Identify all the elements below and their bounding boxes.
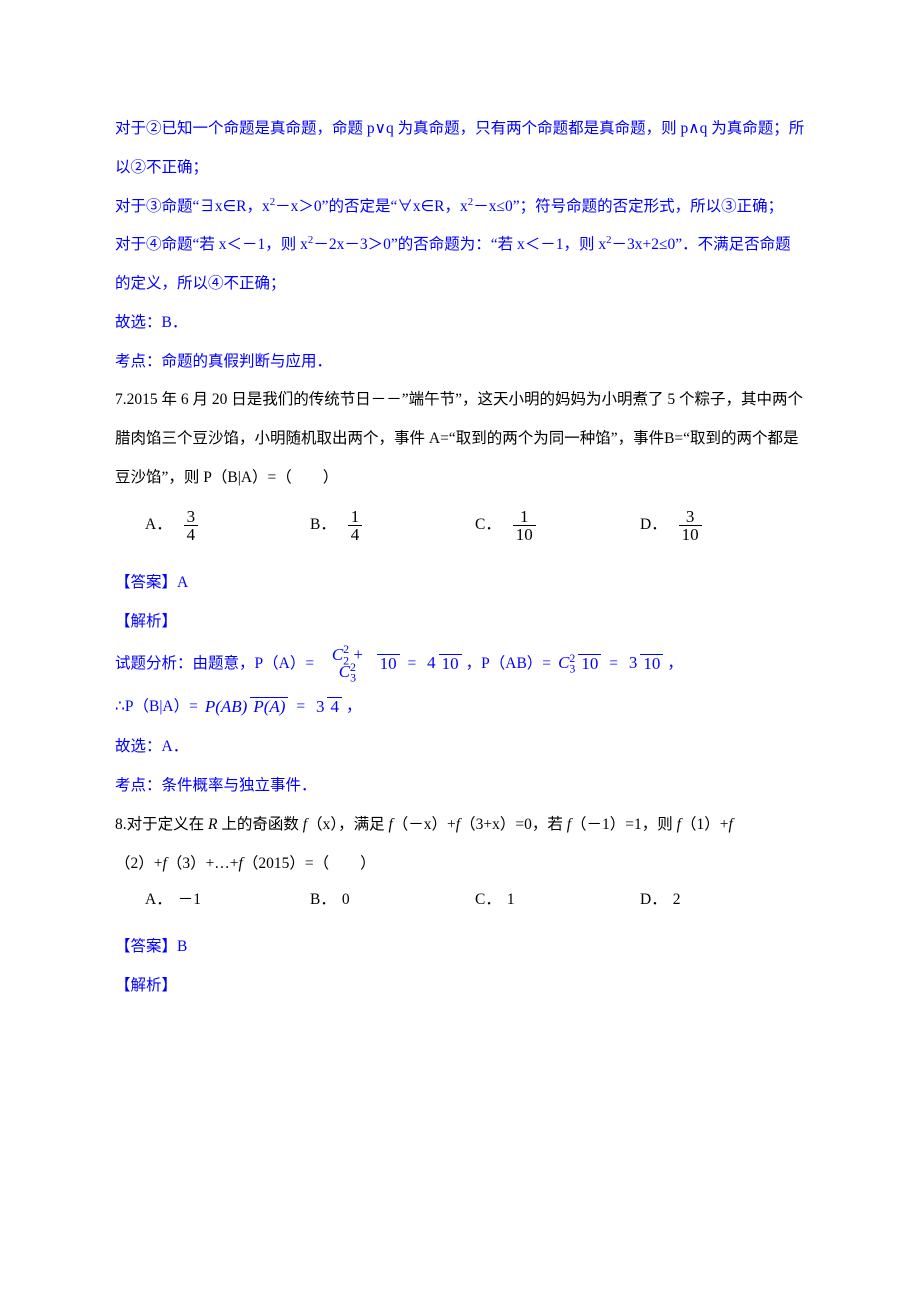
denominator: 4 [184, 525, 199, 544]
text: －x＞0”的否定是“∀x∈R，x [275, 198, 468, 215]
denominator: 10 [679, 525, 702, 544]
text: ， [667, 642, 683, 685]
numerator: C32 [555, 654, 578, 672]
question-8-line2: （2）+f（3）+…+f（2015）=（ ） [115, 845, 805, 884]
text: （3）+…+ [167, 855, 239, 872]
option-label: C． [475, 516, 501, 533]
numerator: 3 [679, 508, 702, 526]
denominator: P(A) [250, 697, 288, 716]
text: ∴P（B|A）= [115, 685, 198, 728]
fraction-pab-val: 3 10 [624, 654, 666, 673]
text: 上的奇函数 [217, 816, 302, 833]
topic: 考点：命题的真假判断与应用． [115, 343, 805, 382]
option-d: D． 2 [640, 891, 805, 910]
text: （x） [307, 816, 338, 833]
text: （－1）=1，则 [571, 816, 677, 833]
numerator: 3 [313, 698, 328, 716]
text: ，满足 [338, 816, 388, 833]
option-label: A． [145, 516, 172, 533]
text: （2）+ [115, 855, 163, 872]
equals: = [605, 642, 622, 685]
paragraph-4: 对于④命题“若 x＜－1，则 x2－2x－3＞0”的否命题为：“若 x＜－1，则… [115, 226, 805, 304]
fraction-pa-val: 4 10 [422, 654, 464, 673]
option-label: A． [145, 891, 172, 908]
page: 对于②已知一个命题是真命题，命题 p∨q 为真命题，只有两个命题都是真命题，则 … [0, 0, 920, 1302]
text: －2x－3＞0”的否命题为：“若 x＜－1，则 x [313, 236, 606, 253]
text: ， [346, 685, 362, 728]
denominator: 10 [439, 654, 462, 673]
fraction-pba-val: 3 4 [311, 697, 344, 716]
denominator: 10 [377, 654, 400, 673]
option-label: B． [310, 891, 336, 908]
analysis-formula-1: 试题分析：由题意，P（A）= C22 + C32 10 = 4 10 ，P（AB… [115, 642, 805, 685]
option-d: D． 3 10 [640, 508, 805, 545]
question-7: 7.2015 年 6 月 20 日是我们的传统节日－－”端午节”，这天小明的妈妈… [115, 381, 805, 497]
numerator: P(AB) [202, 698, 250, 716]
option-value: 2 [673, 891, 681, 908]
fraction: 3 10 [677, 508, 704, 545]
option-b: B． 1 4 [310, 508, 475, 545]
paragraph-3: 对于③命题“∃x∈R，x2－x＞0”的否定是“∀x∈R，x2－x≤0”；符号命题… [115, 188, 805, 227]
text: －x≤0”；符号命题的否定形式，所以③正确； [473, 198, 783, 215]
fraction-pba: P(AB) P(A) [200, 697, 291, 716]
option-value: 0 [342, 891, 350, 908]
analysis-label-2: 【解析】 [115, 967, 805, 1006]
answer-choice-a: 故选：A． [115, 728, 805, 767]
denominator: 4 [327, 697, 342, 716]
func-f: f [728, 816, 732, 833]
option-label: D． [640, 516, 667, 533]
question-8: 8.对于定义在 R 上的奇函数 f（x），满足 f（－x）+f（3+x）=0，若… [115, 806, 805, 845]
text: （1）+ [681, 816, 729, 833]
paragraph-2: 对于②已知一个命题是真命题，命题 p∨q 为真命题，只有两个命题都是真命题，则 … [115, 110, 805, 188]
text: （2015）=（ ） [243, 855, 376, 872]
topic-2: 考点：条件概率与独立事件． [115, 767, 805, 806]
fraction-pa: C22 + C32 10 [316, 646, 402, 682]
numerator: 1 [513, 508, 536, 526]
option-label: D． [640, 891, 667, 908]
analysis-formula-2: ∴P（B|A）= P(AB) P(A) = 3 4 ， [115, 685, 805, 728]
option-c: C． 1 10 [475, 508, 640, 545]
answer-choice: 故选：B． [115, 304, 805, 343]
numerator: 3 [184, 508, 199, 526]
fraction: 1 10 [511, 508, 538, 545]
answer-8: 【答案】B [115, 928, 805, 967]
option-value: －1 [178, 891, 201, 908]
denominator: 10 [513, 525, 536, 544]
option-a: A． 3 4 [145, 508, 310, 545]
fraction-pab: C32 10 [553, 654, 603, 673]
option-value: 1 [507, 891, 515, 908]
text: 对于④命题“若 x＜－1，则 x [115, 236, 308, 253]
numerator: 3 [626, 654, 641, 672]
option-b: B． 0 [310, 891, 475, 910]
analysis-label: 【解析】 [115, 603, 805, 642]
text: ，P（AB）= [466, 642, 551, 685]
text: 8.对于定义在 [115, 816, 208, 833]
fraction: 3 4 [182, 508, 201, 545]
equals: = [292, 685, 309, 728]
text: （－x）+ [393, 816, 456, 833]
denominator: 10 [640, 654, 663, 673]
numerator: C22 + C32 [318, 646, 377, 682]
denominator: 4 [348, 525, 363, 544]
question-8-options: A． －1 B． 0 C． 1 D． 2 [115, 891, 805, 910]
option-c: C． 1 [475, 891, 640, 910]
option-a: A． －1 [145, 891, 310, 910]
question-7-options: A． 3 4 B． 1 4 C． 1 10 D． 3 10 [115, 508, 805, 545]
text: （3+x）=0，若 [460, 816, 567, 833]
text: 试题分析：由题意，P（A）= [115, 642, 314, 685]
text: 对于③命题“∃x∈R，x [115, 198, 270, 215]
numerator: 1 [348, 508, 363, 526]
fraction: 1 4 [346, 508, 365, 545]
option-label: C． [475, 891, 501, 908]
answer-7: 【答案】A [115, 564, 805, 603]
option-label: B． [310, 516, 336, 533]
denominator: 10 [578, 654, 601, 673]
equals: = [404, 642, 421, 685]
numerator: 4 [424, 654, 439, 672]
